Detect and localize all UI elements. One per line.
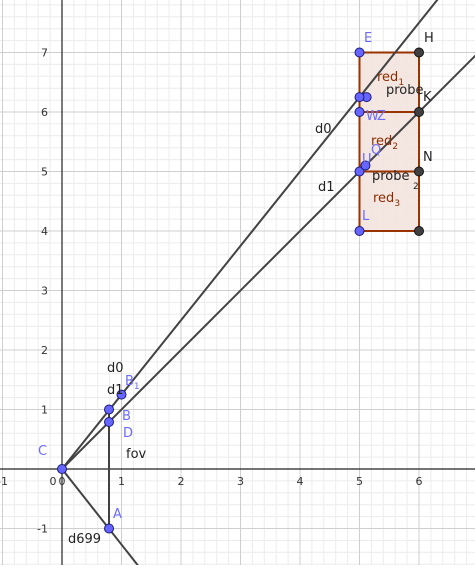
label-red2: red2 (371, 134, 398, 152)
point-C[interactable] (57, 464, 67, 474)
point-D[interactable] (104, 416, 115, 427)
label-d1-low: d1 (107, 383, 124, 398)
origin-label: 0 (50, 475, 57, 488)
label-red3: red3 (373, 191, 400, 209)
label-H: H (424, 31, 434, 46)
line-d1[interactable] (61, 0, 475, 470)
label-d0-top: d0 (315, 122, 332, 137)
x-tick-label: 0 (59, 475, 66, 488)
point-B1[interactable] (116, 389, 127, 400)
line-d0[interactable] (61, 0, 475, 470)
y-tick-label: 1 (41, 404, 48, 417)
x-tick-label: 3 (237, 475, 244, 488)
label-D: D (123, 426, 133, 441)
label-U: U (362, 152, 372, 167)
y-tick-label: -1 (37, 523, 48, 536)
point-L[interactable] (354, 226, 365, 236)
label-Z: Z (377, 109, 386, 124)
label-Q: Q (371, 143, 381, 158)
rectangles (358, 51, 420, 232)
label-K: K (423, 90, 432, 105)
label-fov: fov (126, 447, 147, 462)
rect-red1 (358, 51, 420, 113)
label-probe-2: probe2 (372, 169, 419, 192)
x-tick-label: 1 (118, 475, 125, 488)
point-Z0[interactable] (354, 92, 365, 103)
x-tick-label: 6 (416, 475, 423, 488)
point-W[interactable] (354, 107, 365, 117)
label-d1-top: d1 (318, 180, 335, 195)
x-tick-label: 4 (297, 475, 304, 488)
points (57, 47, 424, 534)
label-E: E (364, 31, 372, 46)
point-A[interactable] (104, 523, 115, 534)
point-E[interactable] (354, 47, 365, 58)
lines (61, 0, 475, 565)
label-B1: B1 (125, 374, 140, 392)
y-tick-label: 6 (41, 106, 48, 119)
label-L: L (362, 209, 370, 224)
tick-labels: -1 0 1 2 3 4 5 6 0 -1 1 2 3 4 5 6 7 (0, 47, 423, 536)
point-BR[interactable] (414, 226, 424, 236)
point-Q[interactable] (360, 160, 371, 171)
line-d699[interactable] (61, 468, 181, 565)
y-tick-label: 2 (41, 344, 48, 357)
y-tick-label: 7 (41, 47, 48, 60)
label-A: A (113, 507, 122, 522)
y-tick-label: 5 (41, 166, 48, 179)
point-N[interactable] (414, 166, 424, 177)
label-probe-1: probe (386, 83, 424, 98)
x-tick-label: -1 (0, 475, 8, 488)
y-tick-label: 4 (41, 225, 48, 238)
point-B[interactable] (104, 404, 115, 415)
rect-red3 (358, 170, 420, 232)
label-red1: red1 (377, 70, 404, 88)
point-U[interactable] (354, 166, 365, 177)
point-K[interactable] (414, 107, 424, 117)
point-H[interactable] (414, 47, 424, 58)
labels: E H red1 probe W Z K red2 Q U N probe2 r… (38, 31, 434, 547)
label-d699: d699 (68, 532, 101, 547)
label-C: C (38, 444, 47, 459)
label-d0-low: d0 (107, 361, 124, 376)
label-N: N (423, 150, 433, 165)
x-tick-label: 5 (356, 475, 363, 488)
label-W: W (366, 109, 379, 124)
y-tick-label: 3 (41, 285, 48, 298)
label-B: B (122, 409, 131, 424)
x-tick-label: 2 (178, 475, 185, 488)
